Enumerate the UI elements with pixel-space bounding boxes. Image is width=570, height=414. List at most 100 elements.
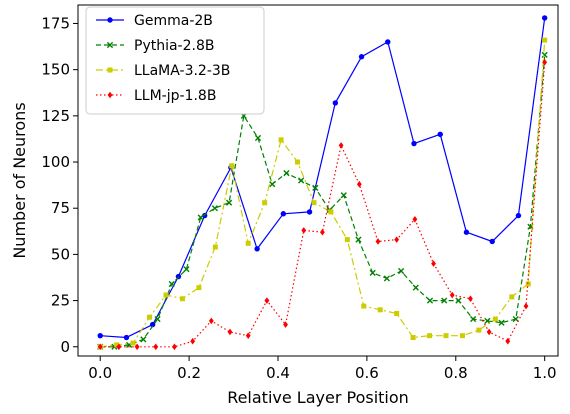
- legend-marker: [107, 17, 113, 23]
- y-tick-label: 0: [60, 338, 70, 356]
- data-point-gemma-2b: [306, 209, 313, 215]
- y-tick-label: 75: [51, 199, 70, 217]
- data-point-pythia-2-8b: [412, 284, 419, 291]
- data-point-pythia-2-8b: [541, 51, 548, 58]
- legend-item-llama-3-2-3b: LLaMA-3.2-3B: [96, 63, 230, 79]
- data-point-llm-jp-1-8b: [375, 238, 381, 245]
- legend-label: LLM-jp-1.8B: [134, 88, 216, 104]
- data-point-llm-jp-1-8b: [542, 58, 548, 66]
- data-point-llm-jp-1-8b: [264, 297, 270, 304]
- legend: Gemma-2B Pythia-2.8B LLaMA-3.2-3B LLM-jp-1.…: [85, 6, 265, 115]
- y-tick-label: 125: [41, 107, 70, 125]
- data-point-llm-jp-1-8b: [320, 228, 325, 236]
- series-gemma-2b: [97, 15, 548, 341]
- data-point-llama-3-2-3b: [459, 333, 465, 339]
- data-point-llama-3-2-3b: [245, 240, 251, 246]
- legend-label: Gemma-2B: [134, 13, 213, 29]
- data-point-llm-jp-1-8b: [301, 227, 307, 234]
- data-point-llama-3-2-3b: [344, 237, 350, 243]
- data-point-llama-3-2-3b: [212, 244, 218, 250]
- data-point-llama-3-2-3b: [114, 342, 120, 348]
- data-point-llama-3-2-3b: [262, 200, 268, 206]
- data-point-llama-3-2-3b: [443, 333, 449, 339]
- data-point-llm-jp-1-8b: [356, 180, 362, 188]
- data-point-llm-jp-1-8b: [153, 343, 159, 351]
- data-point-pythia-2-8b: [383, 275, 390, 282]
- data-point-llama-3-2-3b: [525, 281, 531, 287]
- data-point-pythia-2-8b: [441, 297, 448, 304]
- data-point-gemma-2b: [254, 246, 260, 252]
- data-point-llm-jp-1-8b: [172, 343, 177, 351]
- data-point-gemma-2b: [149, 321, 156, 328]
- data-point-llama-3-2-3b: [427, 333, 433, 339]
- data-point-llm-jp-1-8b: [505, 337, 511, 345]
- data-point-pythia-2-8b: [211, 205, 218, 212]
- legend-marker: [107, 67, 113, 73]
- data-point-pythia-2-8b: [197, 214, 204, 221]
- data-point-pythia-2-8b: [168, 280, 175, 288]
- data-point-pythia-2-8b: [283, 170, 290, 177]
- data-point-gemma-2b: [332, 100, 339, 106]
- data-point-llama-3-2-3b: [130, 340, 136, 346]
- legend-item-llm-jp-1-8b: LLM-jp-1.8B: [96, 88, 216, 104]
- data-point-pythia-2-8b: [312, 184, 319, 191]
- data-point-llm-jp-1-8b: [468, 295, 473, 303]
- x-tick-label: 0.0: [88, 364, 112, 382]
- legend-item-pythia-2-8b: Pythia-2.8B: [96, 38, 214, 54]
- data-point-pythia-2-8b: [470, 315, 477, 323]
- data-point-llama-3-2-3b: [278, 137, 284, 143]
- series-line-llama-3-2-3b: [100, 40, 546, 348]
- y-tick-label: 150: [41, 61, 70, 79]
- data-point-llama-3-2-3b: [542, 37, 548, 43]
- data-point-gemma-2b: [489, 238, 495, 245]
- data-point-pythia-2-8b: [512, 315, 519, 323]
- data-point-pythia-2-8b: [140, 336, 147, 343]
- y-tick-label: 100: [41, 153, 70, 171]
- data-point-llama-3-2-3b: [147, 314, 153, 320]
- data-point-llama-3-2-3b: [179, 296, 185, 302]
- data-point-llm-jp-1-8b: [412, 215, 418, 223]
- data-point-llama-3-2-3b: [229, 163, 235, 169]
- data-point-llm-jp-1-8b: [134, 343, 140, 351]
- data-point-pythia-2-8b: [298, 177, 305, 184]
- y-tick-label: 25: [51, 292, 70, 310]
- x-axis-label: Relative Layer Position: [227, 388, 409, 407]
- series-line-gemma-2b: [100, 17, 546, 339]
- data-point-llama-3-2-3b: [311, 200, 317, 206]
- data-point-pythia-2-8b: [226, 199, 233, 206]
- series-line-pythia-2-8b: [100, 54, 546, 348]
- data-point-gemma-2b: [463, 229, 470, 235]
- data-point-pythia-2-8b: [340, 192, 347, 199]
- data-point-llama-3-2-3b: [361, 303, 367, 309]
- legend-label: Pythia-2.8B: [134, 38, 214, 54]
- data-point-llm-jp-1-8b: [97, 343, 103, 351]
- data-point-gemma-2b: [358, 54, 365, 60]
- data-point-pythia-2-8b: [183, 266, 190, 273]
- series-pythia-2-8b: [97, 51, 548, 350]
- data-point-llm-jp-1-8b: [208, 317, 214, 325]
- x-tick-label: 0.8: [444, 364, 468, 382]
- y-tick-label: 50: [51, 245, 70, 263]
- data-point-llama-3-2-3b: [476, 327, 482, 333]
- data-point-llama-3-2-3b: [394, 311, 400, 317]
- x-tick-label: 1.0: [533, 364, 557, 382]
- data-point-gemma-2b: [385, 39, 391, 45]
- y-axis: 0 25 50 75 100 125 150 175: [41, 14, 78, 356]
- data-point-pythia-2-8b: [498, 319, 505, 326]
- legend-label: LLaMA-3.2-3B: [134, 63, 230, 79]
- data-point-gemma-2b: [97, 332, 103, 339]
- plot-area: [97, 15, 548, 351]
- data-point-gemma-2b: [411, 140, 417, 147]
- data-point-llm-jp-1-8b: [338, 142, 344, 149]
- data-point-pythia-2-8b: [369, 269, 376, 276]
- data-point-llama-3-2-3b: [295, 159, 301, 165]
- data-point-llm-jp-1-8b: [431, 260, 436, 267]
- x-axis: 0.0 0.2 0.4 0.6 0.8 1.0: [88, 356, 557, 382]
- data-point-llm-jp-1-8b: [190, 337, 196, 345]
- data-point-pythia-2-8b: [455, 297, 462, 304]
- data-point-pythia-2-8b: [426, 297, 434, 304]
- data-point-llama-3-2-3b: [509, 294, 515, 300]
- series-llm-jp-1-8b: [97, 58, 548, 351]
- data-point-llm-jp-1-8b: [283, 321, 288, 328]
